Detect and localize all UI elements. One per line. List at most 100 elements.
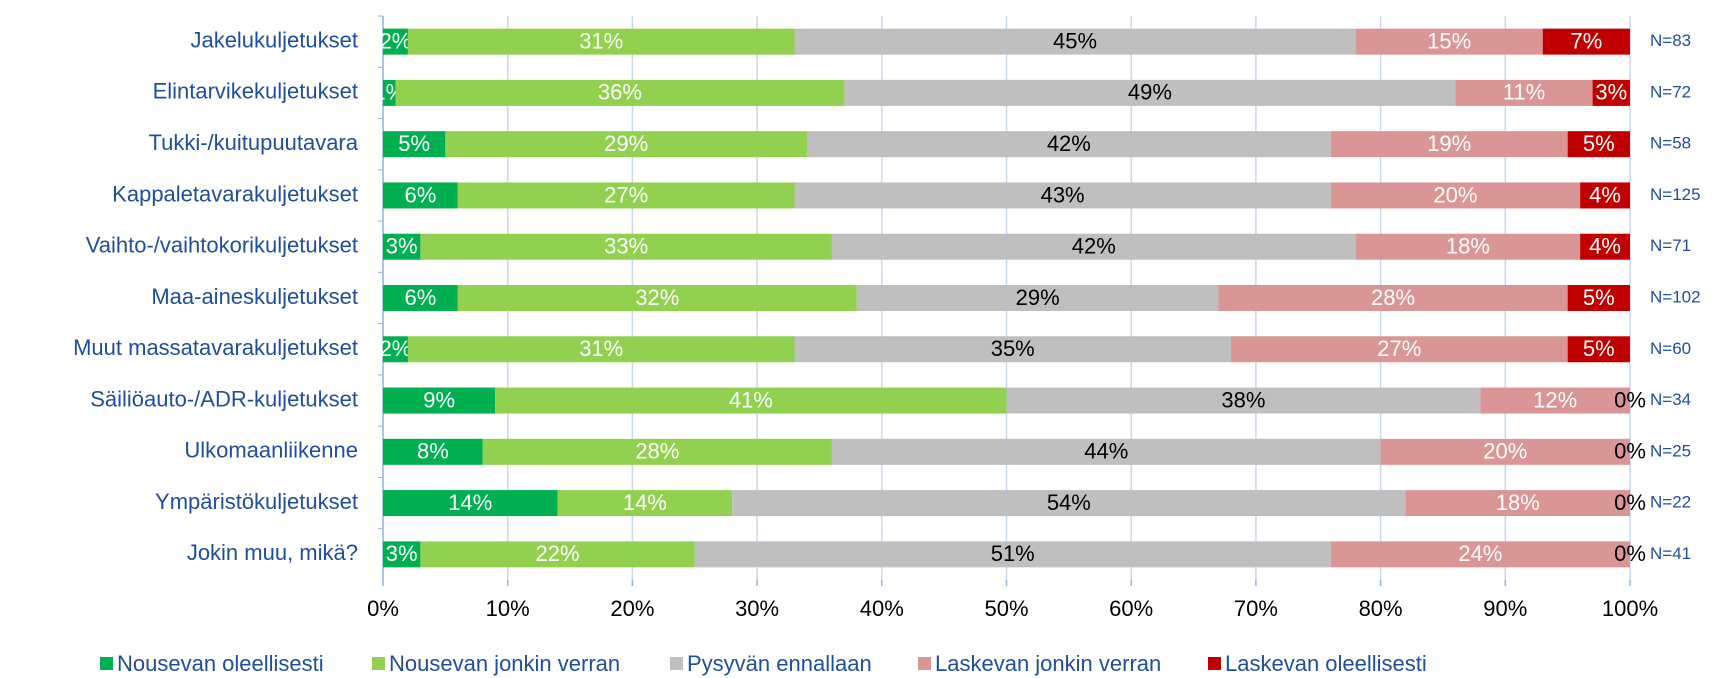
bar-segment (1218, 285, 1568, 311)
x-tick-label: 10% (486, 596, 530, 621)
bar-segment (420, 541, 695, 568)
data-label: 45% (1053, 28, 1097, 53)
data-label: 32% (635, 285, 679, 310)
data-label: 5% (1583, 131, 1615, 156)
bar-segment (732, 490, 1406, 517)
data-label: 0% (1614, 541, 1646, 566)
bar-segment (1380, 438, 1630, 465)
data-label: 51% (991, 541, 1035, 566)
data-label: 35% (991, 336, 1035, 361)
bar-segment (1455, 79, 1593, 106)
bar-segment (694, 541, 1331, 568)
data-label: 6% (405, 182, 437, 207)
bar-segment (482, 438, 832, 465)
x-tick-label: 30% (735, 596, 779, 621)
y-tick-label: Muut massatavarakuljetukset (73, 335, 358, 360)
legend-label: Nousevan oleellisesti (117, 651, 324, 676)
n-label: N=83 (1650, 31, 1691, 50)
bar-segment (831, 438, 1381, 465)
data-label: 3% (386, 541, 418, 566)
bar-segment (1355, 233, 1581, 260)
x-tick-label: 70% (1234, 596, 1278, 621)
x-tick-label: 80% (1359, 596, 1403, 621)
bar-segment (407, 28, 795, 55)
x-tick-label: 90% (1483, 596, 1527, 621)
data-label: 5% (1583, 336, 1615, 361)
y-tick-label: Maa-aineskuljetukset (151, 284, 358, 309)
data-label: 31% (579, 28, 623, 53)
bar-segment (1230, 336, 1568, 363)
data-label: 5% (398, 131, 430, 156)
bar-segment (794, 336, 1231, 363)
data-label: 8% (417, 439, 449, 464)
data-label: 0% (1614, 439, 1646, 464)
data-label: 19% (1427, 131, 1471, 156)
x-tick-label: 20% (610, 596, 654, 621)
n-label: N=58 (1650, 134, 1691, 153)
y-tick-label: Jokin muu, mikä? (187, 540, 358, 565)
bar-segment (1580, 233, 1630, 260)
legend-swatch (100, 657, 113, 670)
bar-segment (383, 438, 483, 465)
data-label: 3% (386, 234, 418, 259)
y-tick-label: Säiliöauto-/ADR-kuljetukset (90, 386, 358, 411)
y-tick-label: Elintarvikekuljetukset (153, 79, 358, 104)
data-label: 29% (604, 131, 648, 156)
bar-segment (557, 490, 733, 517)
n-label: N=41 (1650, 544, 1691, 563)
bar-segment (383, 285, 458, 311)
n-label: N=22 (1650, 493, 1691, 512)
data-label: 0% (1614, 387, 1646, 412)
bar-segment (1592, 79, 1630, 106)
bar-segment (1330, 182, 1581, 209)
bar-segment (407, 336, 795, 363)
legend-swatch (372, 657, 385, 670)
bar-segment (1355, 28, 1543, 55)
bar-segment (1542, 28, 1630, 55)
bar-segment (383, 387, 496, 414)
data-label: 42% (1072, 234, 1116, 259)
data-label: 44% (1084, 439, 1128, 464)
data-label: 22% (536, 541, 580, 566)
data-label: 41% (729, 387, 773, 412)
data-label: 12% (1533, 387, 1577, 412)
data-label: 54% (1047, 490, 1091, 515)
n-label: N=34 (1650, 390, 1691, 409)
bar-segment (1567, 285, 1630, 311)
bar-segment (794, 28, 1356, 55)
data-label: 18% (1446, 234, 1490, 259)
data-label: 18% (1496, 490, 1540, 515)
n-label: N=25 (1650, 441, 1691, 460)
bar-segment (844, 79, 1456, 106)
x-tick-label: 40% (860, 596, 904, 621)
bar-segment (395, 79, 845, 106)
bar-segment (1405, 490, 1630, 517)
data-label: 11% (1503, 80, 1545, 105)
bar-segment (831, 233, 1356, 260)
y-tick-label: Ulkomaanliikenne (184, 438, 358, 463)
data-label: 9% (423, 387, 455, 412)
legend-label: Nousevan jonkin verran (389, 651, 620, 676)
data-label: 2% (380, 28, 412, 53)
legend-label: Laskevan jonkin verran (935, 651, 1161, 676)
x-tick-label: 50% (984, 596, 1028, 621)
bar-segment (1580, 182, 1630, 209)
bar-segment (383, 336, 408, 363)
y-tick-label: Jakelukuljetukset (190, 27, 358, 52)
x-tick-label: 60% (1109, 596, 1153, 621)
bar-segment (445, 131, 807, 158)
data-label: 20% (1483, 439, 1527, 464)
bar-segment (457, 285, 857, 311)
data-label: 14% (623, 490, 667, 515)
data-label: 49% (1128, 80, 1172, 105)
bar-segment (383, 131, 446, 158)
data-label: 27% (604, 182, 648, 207)
n-label: N=71 (1650, 236, 1691, 255)
data-label: 33% (604, 234, 648, 259)
bar-segment (383, 79, 396, 106)
y-tick-label: Tukki-/kuitupuutavara (148, 130, 358, 155)
bar-segment (1330, 131, 1568, 158)
legend-label: Laskevan oleellisesti (1225, 651, 1427, 676)
bar-segment (1330, 541, 1630, 568)
data-label: 4% (1589, 234, 1621, 259)
